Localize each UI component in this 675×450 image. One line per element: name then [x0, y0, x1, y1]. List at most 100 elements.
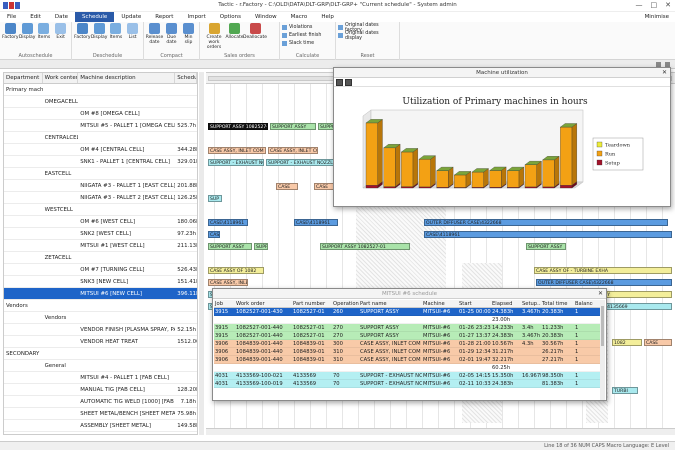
- gantt-job-bar[interactable]: TURBI: [612, 387, 638, 394]
- gantt-job-bar[interactable]: CASE ASSY, INLET: [208, 279, 248, 286]
- gantt-horizontal-scrollbar[interactable]: [206, 428, 675, 435]
- col-elapsed[interactable]: Elapsed: [492, 301, 513, 307]
- column-header-work-center[interactable]: Work center: [44, 73, 79, 83]
- gantt-job-bar[interactable]: SUPPO: [318, 123, 334, 130]
- deschedule-display-button[interactable]: Display: [91, 23, 108, 60]
- close-icon[interactable]: ✕: [665, 1, 671, 9]
- deschedule-factory-button[interactable]: Factory: [74, 23, 91, 60]
- minimize-icon[interactable]: —: [635, 1, 643, 9]
- col-balance[interactable]: Balance: [575, 301, 593, 307]
- column-header-machine-description[interactable]: Machine description: [78, 73, 176, 83]
- col-work-order[interactable]: Work order: [236, 301, 265, 307]
- grid-row[interactable]: Vendors: [4, 312, 197, 324]
- grid-row[interactable]: Primary mach: [4, 84, 197, 96]
- pane-splitter[interactable]: [199, 72, 204, 435]
- grid-row[interactable]: SNK3 [NEW CELL] 151.41h: [4, 276, 197, 288]
- slack-time-button[interactable]: Slack time: [282, 40, 321, 47]
- menu-date[interactable]: Date: [54, 14, 69, 20]
- schedule-window-titlebar[interactable]: MITSUI #6 schedule ✕: [213, 289, 606, 299]
- grid-row[interactable]: AUTOMATIC TIG WELD [1000] [FAB C 7.18h: [4, 396, 197, 408]
- schedule-row[interactable]: 60.25h: [214, 364, 605, 372]
- close-icon[interactable]: ✕: [597, 290, 603, 297]
- menu-update[interactable]: Update: [121, 14, 142, 20]
- grid-row[interactable]: OM #6 [WEST CELL] 180.06h: [4, 216, 197, 228]
- maximize-icon[interactable]: □: [650, 1, 658, 9]
- col-operation[interactable]: Operation: [333, 301, 359, 307]
- autoschedule-exit-button[interactable]: Exit: [52, 23, 69, 60]
- original-dates-display-button[interactable]: Original dates display: [338, 31, 397, 41]
- copy-icon[interactable]: [345, 79, 352, 86]
- grid-row[interactable]: VENDOR FINISH [PLASMA SPRAY, PA 52.15h: [4, 324, 197, 336]
- gantt-job-bar[interactable]: SUPPORT - EXHAUST NOZ: [208, 159, 264, 166]
- gantt-job-bar[interactable]: 1082: [612, 339, 642, 346]
- gantt-job-bar[interactable]: CASE: [276, 183, 298, 190]
- original-dates-factory-button[interactable]: Original dates factory: [338, 23, 397, 33]
- grid-row[interactable]: WESTCELL: [4, 204, 197, 216]
- grid-row[interactable]: CENTRALCEL: [4, 132, 197, 144]
- gantt-job-bar[interactable]: CASE ASSY, INLET COM: [208, 147, 266, 154]
- col-total-time[interactable]: Total time: [542, 301, 568, 307]
- close-icon[interactable]: ✕: [661, 69, 667, 76]
- schedule-row[interactable]: 3906 1084839-001-440 1084839-01 300 CASE ASS…: [214, 340, 605, 348]
- gantt-job-bar[interactable]: SUPPORT ASSY: [270, 123, 316, 130]
- create-work-orders-button[interactable]: Create work orders: [202, 23, 226, 60]
- grid-row[interactable]: SECONDARY: [4, 348, 197, 360]
- grid-row[interactable]: OM #4 [CENTRAL CELL] 344.28h: [4, 144, 197, 156]
- col-part-name[interactable]: Part name: [360, 301, 387, 307]
- gantt-job-bar[interactable]: SUPPORT ASSY: [208, 243, 252, 250]
- gantt-job-bar[interactable]: SUPPORT ASSY 1082527-01: [320, 243, 410, 250]
- autoschedule-display-button[interactable]: Display: [19, 23, 36, 60]
- gantt-job-bar[interactable]: SUP: [208, 195, 222, 202]
- chart-window-titlebar[interactable]: Machine utilization ✕: [334, 68, 670, 78]
- grid-row[interactable]: SNK1 - PALLET 1 [CENTRAL CELL] 329.01h: [4, 156, 197, 168]
- restore-icon[interactable]: [656, 62, 661, 67]
- schedule-row[interactable]: 3915 1082527-001-440 1082527-01 270 SUPPORT …: [214, 332, 605, 340]
- gantt-job-bar[interactable]: CASE\4118961: [424, 231, 672, 238]
- gantt-job-bar[interactable]: CASE: [644, 339, 672, 346]
- col-part-number[interactable]: Part number: [293, 301, 326, 307]
- column-header-schedule[interactable]: Schedul: [177, 73, 197, 83]
- gantt-job-bar[interactable]: CASE: [314, 183, 334, 190]
- min-slip-button[interactable]: Min slip: [180, 23, 197, 60]
- schedule-vertical-scrollbar[interactable]: [600, 300, 605, 400]
- gantt-job-bar[interactable]: CASE ASSY OF 1082: [208, 267, 264, 274]
- gantt-job-bar[interactable]: SUPPORT ASSY 1082527-01: [208, 123, 268, 130]
- schedule-row[interactable]: 23.00h: [214, 316, 605, 324]
- grid-row[interactable]: Vendors: [4, 300, 197, 312]
- column-header-department[interactable]: Department: [4, 73, 43, 83]
- schedule-row[interactable]: 3915 1082527-001-440 1082527-01 270 SUPPORT …: [214, 324, 605, 332]
- deallocate-button[interactable]: Deallocate: [243, 23, 267, 60]
- grid-row[interactable]: MITSUI #6 [NEW CELL] 396.11h: [4, 288, 197, 300]
- autoschedule-items-button[interactable]: Items: [36, 23, 53, 60]
- menu-schedule[interactable]: Schedule: [75, 12, 115, 22]
- schedule-row[interactable]: 4031 4133569-100-021 4133569 70 SUPPORT - EX…: [214, 372, 605, 380]
- grid-row[interactable]: VENDOR HEAT TREAT 1512.00: [4, 336, 197, 348]
- due-date-button[interactable]: Due date: [163, 23, 180, 60]
- deschedule-list-button[interactable]: List: [124, 23, 141, 60]
- gantt-job-bar[interactable]: OUTER DIFFUSER CASE\4322668: [536, 279, 672, 286]
- menu-options[interactable]: Options: [219, 14, 241, 20]
- menu-file[interactable]: File: [7, 14, 17, 20]
- print-icon[interactable]: [336, 79, 343, 86]
- schedule-row[interactable]: 3906 1084839-001-440 1084839-01 310 CASE ASS…: [214, 356, 605, 364]
- gantt-job-bar[interactable]: CASE: [208, 231, 220, 238]
- col-machine[interactable]: Machine: [423, 301, 445, 307]
- menu-report[interactable]: Report: [155, 14, 174, 20]
- grid-row[interactable]: MITSUI #4 - PALLET 1 [FAB CELL]: [4, 372, 197, 384]
- gantt-job-bar[interactable]: SUPPORT ASSY: [526, 243, 566, 250]
- deschedule-items-button[interactable]: Items: [108, 23, 125, 60]
- grid-row[interactable]: SHEET METAL/BENCH [SHEET META 75.98h: [4, 408, 197, 420]
- release-date-button[interactable]: Release date: [146, 23, 163, 60]
- gantt-job-bar[interactable]: CASE ASSY OF - TURBINE EXHA: [534, 267, 672, 274]
- grid-row[interactable]: ZETACELL: [4, 252, 197, 264]
- grid-row[interactable]: NIIGATA #3 - PALLET 2 [EAST CELL]126.25h: [4, 192, 197, 204]
- grid-row[interactable]: ASSEMBLY [SHEET METAL] 149.58h: [4, 420, 197, 432]
- gantt-job-bar[interactable]: SUPPORT - EXHAUST NOZZLE: [266, 159, 334, 166]
- menu-import[interactable]: Import: [187, 14, 206, 20]
- gantt-job-bar[interactable]: SUPP: [254, 243, 268, 250]
- scrollbar-thumb[interactable]: [601, 306, 604, 346]
- schedule-row[interactable]: 3906 1084839-001-440 1084839-01 310 CASE ASS…: [214, 348, 605, 356]
- grid-row[interactable]: OM #8 [OMEGA CELL]: [4, 108, 197, 120]
- violations-button[interactable]: Violations: [282, 24, 321, 31]
- grid-row[interactable]: NIIGATA #3 - PALLET 1 [EAST CELL]201.88h: [4, 180, 197, 192]
